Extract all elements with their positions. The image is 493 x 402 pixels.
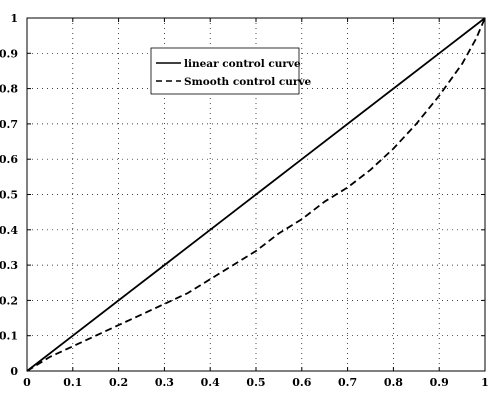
- x-tick-label: 0.1: [63, 376, 82, 389]
- x-tick-label: 0.9: [430, 376, 449, 389]
- y-tick-label: 0.7: [0, 118, 18, 131]
- y-tick-label: 0.9: [0, 47, 18, 60]
- y-tick-label: 0: [10, 365, 18, 378]
- y-tick-label: 0.4: [0, 224, 18, 237]
- y-tick-label: 0.5: [0, 189, 18, 202]
- legend-box: [150, 47, 300, 95]
- x-tick-label: 0.4: [201, 376, 220, 389]
- y-tick-label: 1: [10, 12, 18, 25]
- x-tick-label: 0.5: [246, 376, 265, 389]
- y-tick-label: 0.8: [0, 83, 18, 96]
- legend: linear control curve Smooth control curv…: [150, 47, 312, 95]
- y-tick-label: 0.3: [0, 259, 18, 272]
- tick-layer: 0 0.1 0.2 0.3 0.4 0.5 0.6 0.7 0.8 0.9 1 0 0.1 0.2 0.3 0…: [0, 12, 489, 389]
- x-tick-label: 0.6: [292, 376, 311, 389]
- y-tick-label: 0.1: [0, 330, 18, 343]
- x-tick-label: 0.7: [338, 376, 357, 389]
- legend-label-smooth: Smooth control curve: [184, 76, 312, 88]
- y-tick-label: 0.2: [0, 294, 18, 307]
- series-line-smooth: [26, 17, 486, 372]
- x-tick-label: 1: [481, 376, 489, 389]
- series-line-linear: [26, 17, 486, 372]
- x-tick-label: 0.2: [109, 376, 128, 389]
- legend-label-linear: linear control curve: [184, 58, 301, 70]
- y-tick-label: 0.6: [0, 153, 18, 166]
- x-tick-label: 0.3: [155, 376, 174, 389]
- x-tick-label: 0: [23, 376, 31, 389]
- x-tick-label: 0.8: [384, 376, 403, 389]
- series-layer: [26, 17, 486, 372]
